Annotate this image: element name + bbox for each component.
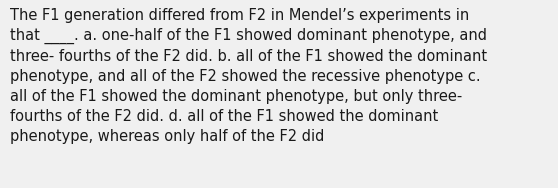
Text: The F1 generation differed from F2 in Mendel’s experiments in
that ____. a. one-: The F1 generation differed from F2 in Me… [10, 8, 487, 144]
